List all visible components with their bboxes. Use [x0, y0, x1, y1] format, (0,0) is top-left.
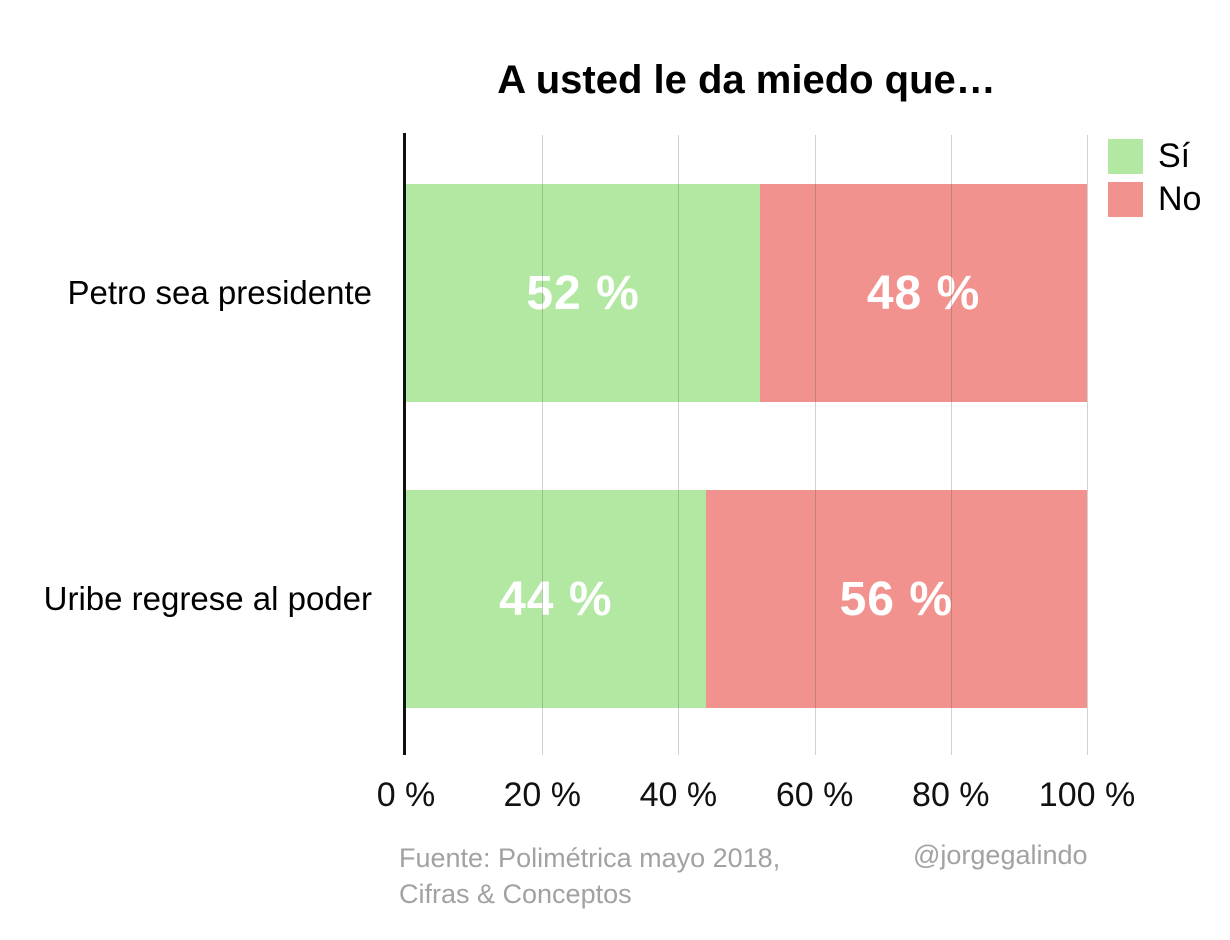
chart-title: A usted le da miedo que… — [497, 58, 996, 102]
credit-text: @jorgegalindo — [913, 840, 1088, 870]
x-tick-label-40: 40 % — [639, 776, 718, 814]
gridline-80 — [950, 135, 952, 755]
bar-segment-no: 48 % — [760, 184, 1087, 402]
legend-swatch-no — [1108, 182, 1143, 217]
x-tick-label-20: 20 % — [503, 776, 581, 814]
legend-label: Sí — [1158, 137, 1191, 175]
source-line-2: Cifras & Conceptos — [399, 879, 632, 909]
gridline-40 — [678, 135, 680, 755]
bar-value-label: 48 % — [866, 266, 981, 320]
plot-area: 52 % 48 % 44 % 56 % — [403, 133, 1088, 755]
source-line-1: Fuente: Polimétrica mayo 2018, — [399, 843, 781, 873]
y-axis-line — [403, 133, 406, 755]
source-text: Fuente: Polimétrica mayo 2018, Cifras & … — [399, 840, 780, 912]
legend-label: No — [1158, 180, 1202, 218]
x-tick-label-100: 100 % — [1038, 776, 1136, 814]
x-tick-label-0: 0 % — [376, 776, 436, 814]
bar-row: 52 % 48 % — [406, 184, 1087, 402]
gridline-60 — [814, 135, 816, 755]
x-tick-label-60: 60 % — [775, 776, 854, 814]
bar-segment-no: 56 % — [705, 490, 1087, 708]
gridline-100 — [1087, 135, 1088, 755]
gridline-20 — [542, 135, 544, 755]
category-label: Uribe regrese al poder — [43, 580, 372, 617]
bar-segment-sí: 44 % — [406, 490, 706, 708]
bar-value-label: 52 % — [526, 266, 640, 320]
category-label: Petro sea presidente — [67, 274, 372, 311]
bar-row: 44 % 56 % — [406, 490, 1087, 708]
x-tick-label-80: 80 % — [912, 776, 990, 814]
bar-value-label: 56 % — [839, 572, 953, 626]
legend-swatch-sí — [1108, 139, 1143, 174]
bar-value-label: 44 % — [499, 572, 613, 626]
bar-segment-sí: 52 % — [406, 184, 761, 402]
